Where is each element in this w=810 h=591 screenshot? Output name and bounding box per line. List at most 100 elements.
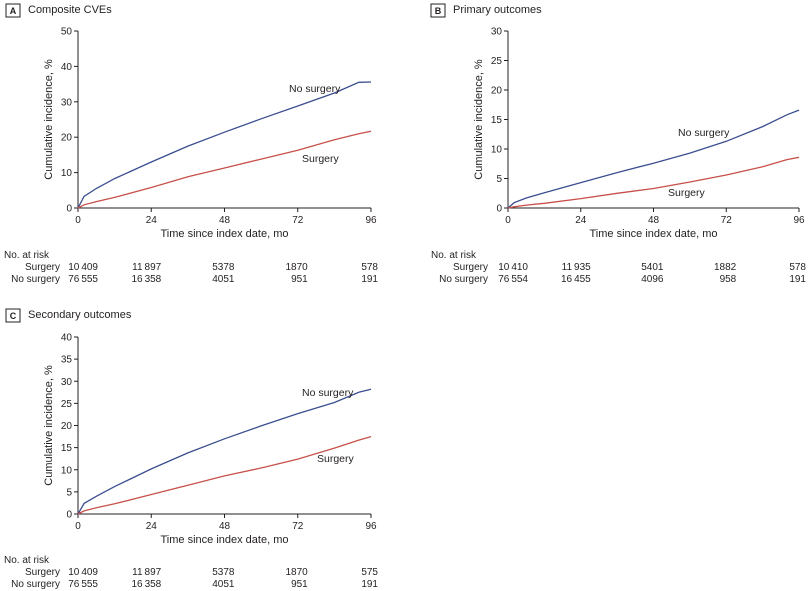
risk-row-label: No surgery (11, 579, 60, 590)
x-axis-label: Time since index date, mo (161, 534, 289, 546)
panel-letter: B (435, 6, 442, 16)
risk-value: 191 (789, 274, 806, 285)
risk-value: 10 409 (68, 567, 98, 578)
risk-table-header: No. at risk (431, 250, 477, 261)
x-tick-label: 0 (75, 215, 81, 226)
y-tick-label: 5 (496, 174, 502, 185)
x-axis-label: Time since index date, mo (590, 228, 718, 240)
risk-value: 4051 (212, 274, 235, 285)
y-axis-label: Cumulative incidence, % (43, 365, 55, 486)
panel-title: Secondary outcomes (28, 309, 132, 321)
panel-b: B Primary outcomes 0 5 10 15 20 25 30 0 24 48 72 96 Ti… (430, 3, 806, 285)
panel-letter: A (10, 6, 17, 16)
y-tick-label: 25 (61, 399, 73, 410)
risk-value: 958 (720, 274, 737, 285)
series-line-surgery (507, 156, 800, 209)
y-axis-label: Cumulative incidence, % (473, 59, 485, 180)
y-tick-label: 25 (491, 56, 503, 67)
y-tick-label: 30 (61, 97, 73, 108)
panel-letter: C (10, 311, 17, 321)
panel-title: Primary outcomes (453, 4, 542, 16)
risk-value: 16 455 (561, 274, 591, 285)
panel-letter-box (5, 308, 21, 323)
y-tick-label: 30 (491, 27, 503, 38)
risk-row-label: Surgery (25, 567, 60, 578)
risk-value: 578 (789, 262, 806, 273)
y-tick-label: 10 (61, 465, 73, 476)
series-label: Surgery (302, 153, 340, 165)
risk-value: 5401 (641, 262, 664, 273)
series-line-surgery (77, 435, 372, 515)
risk-value: 578 (361, 262, 378, 273)
risk-row-label: Surgery (25, 262, 60, 273)
risk-value: 11 935 (562, 262, 592, 273)
series-label: No surgery (678, 127, 730, 139)
panel-letter-box (5, 3, 21, 18)
risk-table-header: No. at risk (4, 555, 50, 566)
risk-value: 10 409 (68, 262, 98, 273)
y-tick-label: 20 (61, 421, 73, 432)
y-tick-label: 15 (491, 115, 503, 126)
risk-value: 191 (361, 579, 378, 590)
series-label: No surgery (302, 387, 354, 399)
series-line-surgery (77, 130, 372, 209)
risk-table-header: No. at risk (4, 250, 50, 261)
risk-value: 5378 (212, 262, 235, 273)
risk-value: 10 410 (498, 262, 528, 273)
x-tick-label: 72 (721, 215, 733, 226)
panel-c: C Secondary outcomes 0 5 10 15 20 25 30 35 40 0 24 48… (4, 308, 378, 590)
y-tick-label: 10 (491, 145, 503, 156)
risk-value: 1870 (286, 567, 309, 578)
risk-value: 951 (291, 579, 308, 590)
risk-value: 76 555 (68, 579, 98, 590)
x-tick-label: 48 (219, 521, 231, 532)
y-axis-label: Cumulative incidence, % (43, 59, 55, 180)
y-tick-label: 0 (66, 204, 72, 215)
y-tick-label: 35 (61, 355, 73, 366)
y-tick-label: 50 (61, 27, 73, 38)
risk-value: 11 897 (132, 262, 162, 273)
x-tick-label: 96 (793, 215, 805, 226)
panel-a: A Composite CVEs 0 10 20 30 40 50 0 24 48 72 96 Time … (4, 3, 378, 285)
x-tick-label: 24 (146, 521, 158, 532)
panel-letter-box (430, 3, 446, 18)
risk-value: 951 (291, 274, 308, 285)
panel-title: Composite CVEs (28, 4, 112, 16)
series-line-no-surgery (77, 388, 372, 515)
x-tick-label: 96 (365, 215, 377, 226)
y-tick-label: 10 (61, 168, 73, 179)
y-tick-label: 40 (61, 62, 73, 73)
series-line-no-surgery (507, 109, 800, 209)
x-tick-label: 96 (365, 521, 377, 532)
risk-value: 191 (361, 274, 378, 285)
y-tick-label: 30 (61, 377, 73, 388)
series-label: No surgery (289, 83, 341, 95)
risk-value: 1870 (286, 262, 309, 273)
risk-value: 575 (361, 567, 378, 578)
risk-value: 16 358 (131, 274, 161, 285)
risk-value: 4051 (212, 579, 235, 590)
risk-value: 76 555 (68, 274, 98, 285)
x-tick-label: 48 (219, 215, 231, 226)
x-tick-label: 72 (292, 215, 304, 226)
x-tick-label: 24 (146, 215, 158, 226)
risk-value: 76 554 (498, 274, 528, 285)
series-label: Surgery (668, 187, 706, 199)
y-tick-label: 15 (61, 443, 73, 454)
y-tick-label: 20 (491, 86, 503, 97)
risk-value: 5378 (212, 567, 235, 578)
y-tick-label: 20 (61, 133, 73, 144)
risk-row-label: No surgery (439, 274, 488, 285)
risk-value: 11 897 (132, 567, 162, 578)
x-tick-label: 24 (575, 215, 587, 226)
x-axis-label: Time since index date, mo (161, 228, 289, 240)
x-tick-label: 0 (75, 521, 81, 532)
risk-value: 4096 (641, 274, 664, 285)
y-tick-label: 0 (496, 204, 502, 215)
risk-row-label: Surgery (453, 262, 488, 273)
x-tick-label: 72 (292, 521, 304, 532)
